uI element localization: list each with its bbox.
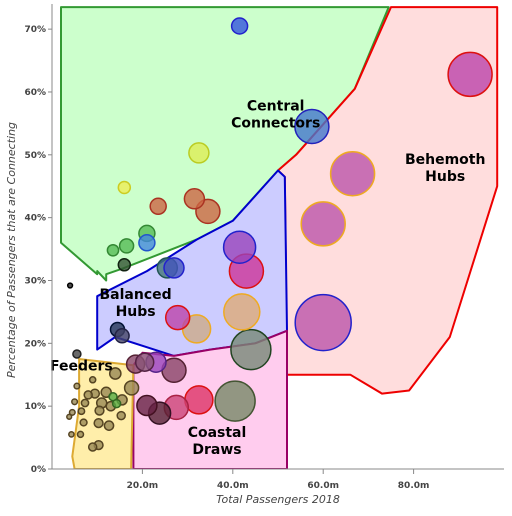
y-tick-label: 50% [24,151,46,161]
data-point[interactable] [224,231,256,263]
region-label: Coastal [188,425,247,441]
x-tick-label: 40.0m [217,481,249,491]
data-point[interactable] [215,381,255,421]
region-label: Hubs [425,169,465,185]
data-point[interactable] [81,399,88,406]
data-point[interactable] [301,202,345,246]
region-label: Behemoth [405,152,486,168]
data-point[interactable] [232,18,248,34]
data-point[interactable] [73,350,81,358]
data-point[interactable] [80,419,87,426]
y-tick-label: 40% [24,214,46,224]
data-point[interactable] [184,189,204,209]
data-point[interactable] [95,406,104,415]
y-tick-label: 20% [24,339,46,349]
data-point[interactable] [89,443,97,451]
region-label: Draws [192,442,241,458]
data-point[interactable] [74,383,80,389]
data-point[interactable] [150,198,166,214]
region-label: Balanced [100,287,172,303]
region-label: Hubs [116,304,156,320]
data-point[interactable] [136,353,154,371]
x-axis-title: Total Passengers 2018 [216,493,340,506]
data-point[interactable] [113,400,121,408]
region-label: Connectors [231,116,320,132]
data-point[interactable] [120,239,134,253]
data-point[interactable] [94,419,103,428]
data-point[interactable] [164,258,184,278]
data-point[interactable] [231,330,271,370]
y-tick-label: 70% [24,25,46,35]
data-point[interactable] [104,421,113,430]
data-point[interactable] [69,432,74,437]
y-tick-label: 30% [24,276,46,286]
region-label: Central [247,99,305,115]
data-point[interactable] [331,152,375,196]
data-point[interactable] [78,431,84,437]
data-point[interactable] [139,235,155,251]
data-point[interactable] [125,381,139,395]
data-point[interactable] [117,412,125,420]
data-point[interactable] [295,295,351,351]
x-tick-label: 80.0m [398,481,430,491]
data-point[interactable] [115,329,129,343]
data-point[interactable] [78,408,84,414]
data-point[interactable] [90,377,96,383]
data-point[interactable] [137,396,157,416]
data-point[interactable] [72,399,78,405]
data-point[interactable] [185,386,213,414]
x-tick-label: 60.0m [307,481,339,491]
data-point[interactable] [107,245,118,256]
data-point[interactable] [68,283,73,288]
data-point[interactable] [67,414,72,419]
data-point[interactable] [84,391,92,399]
data-point[interactable] [166,306,190,330]
y-tick-label: 10% [24,402,46,412]
data-point[interactable] [118,182,130,194]
x-tick-label: 20.0m [127,481,159,491]
y-axis-title: Percentage of Passengers that are Connec… [5,122,18,378]
y-tick-label: 0% [31,465,46,475]
data-point[interactable] [448,52,492,96]
data-point[interactable] [118,259,130,271]
y-tick-label: 60% [24,88,46,98]
region-label: Feeders [50,358,113,374]
data-point[interactable] [224,294,260,330]
data-point[interactable] [189,143,209,163]
